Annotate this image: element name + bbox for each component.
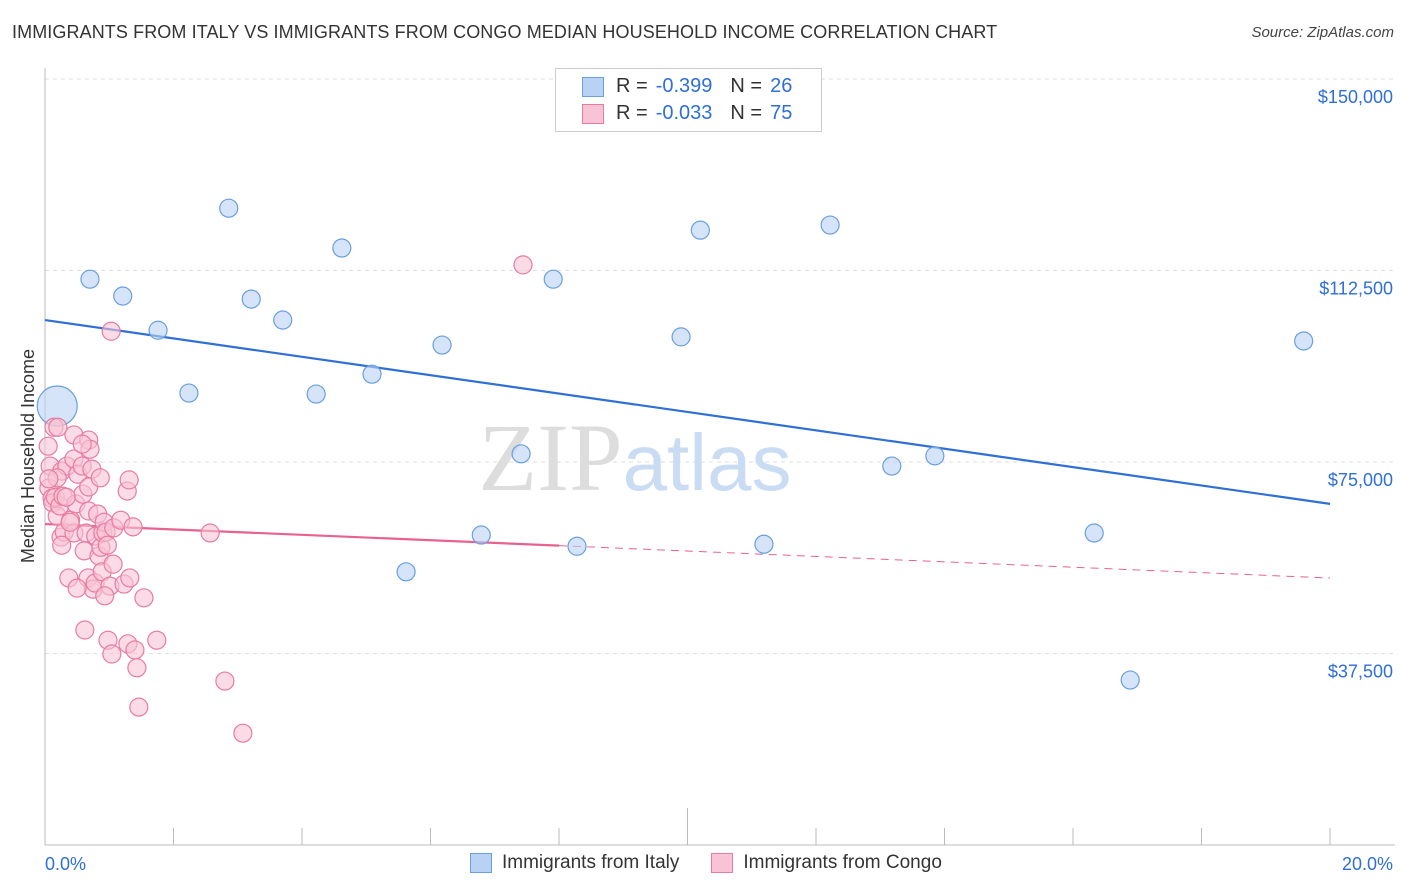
n-label: N = (730, 102, 763, 124)
italy-point (925, 446, 945, 466)
r-label: R = (616, 102, 648, 124)
congo-point (60, 512, 80, 532)
italy-swatch (582, 76, 604, 97)
correlation-legend: R = -0.399 N = 26 R = -0.033 N = 75 (555, 68, 822, 132)
congo-point (120, 568, 140, 588)
congo-point (125, 640, 145, 660)
r-value: -0.399 (655, 75, 713, 97)
italy-point (690, 220, 710, 240)
congo-trend-extension (558, 545, 1331, 579)
y-tick-label: $37,500 (1328, 662, 1393, 682)
n-value: 26 (770, 75, 793, 97)
italy-point (820, 215, 840, 235)
axes (44, 68, 1395, 846)
congo-point (127, 658, 147, 678)
congo-point (52, 535, 72, 555)
italy-point (1294, 331, 1314, 351)
series-legend: Immigrants from Italy Immigrants from Co… (470, 852, 942, 874)
congo-legend-label: Immigrants from Congo (743, 852, 942, 873)
italy-point (511, 444, 531, 464)
congo-point (39, 469, 59, 489)
italy-point (362, 364, 382, 384)
italy-point (754, 534, 774, 554)
congo-point (200, 523, 220, 543)
congo-point (67, 578, 87, 598)
y-tick-label: $112,500 (1319, 279, 1393, 299)
n-value: 75 (770, 102, 793, 124)
source-label: Source: ZipAtlas.com (1251, 24, 1394, 41)
x-tick-label: 0.0% (45, 854, 86, 874)
italy-point (1084, 523, 1104, 543)
italy-legend-label: Immigrants from Italy (502, 852, 680, 873)
congo-point (48, 417, 68, 437)
italy-point (543, 269, 563, 289)
congo-point (147, 630, 167, 650)
n-label: N = (730, 75, 763, 97)
italy-point (148, 320, 168, 340)
congo-point (38, 436, 58, 456)
congo-point (123, 517, 143, 537)
italy-point (567, 536, 587, 556)
italy-point (1120, 670, 1140, 690)
data-points (36, 198, 1314, 743)
italy-point (241, 289, 261, 309)
grid (45, 78, 1395, 654)
r-label: R = (616, 75, 648, 97)
italy-point (219, 198, 239, 218)
congo-point (102, 644, 122, 664)
congo-legend-swatch (711, 853, 734, 873)
italy-point (80, 269, 100, 289)
italy-trend-line (44, 318, 1331, 505)
italy-point (396, 562, 416, 582)
legend-row-italy: R = -0.399 N = 26 (582, 75, 792, 98)
congo-point (56, 487, 76, 507)
congo-point (75, 620, 95, 640)
italy-point (273, 310, 293, 330)
congo-point (101, 321, 121, 341)
congo-point (97, 535, 117, 555)
chart-title: IMMIGRANTS FROM ITALY VS IMMIGRANTS FROM… (12, 22, 998, 42)
congo-point (513, 255, 533, 275)
congo-point (215, 671, 235, 691)
congo-point (129, 697, 149, 717)
congo-point (119, 470, 139, 490)
italy-point (113, 286, 133, 306)
italy-point (432, 335, 452, 355)
italy-point (671, 327, 691, 347)
congo-point (134, 588, 154, 608)
congo-point (90, 468, 110, 488)
italy-point (306, 384, 326, 404)
y-axis-label: Median Household Income (18, 349, 38, 563)
italy-point (179, 383, 199, 403)
congo-point (233, 723, 253, 743)
italy-legend-swatch (470, 853, 492, 873)
watermark: ZIPatlas (479, 404, 792, 511)
congo-point (95, 586, 115, 606)
italy-point (882, 456, 902, 476)
y-tick-label: $75,000 (1328, 470, 1393, 490)
congo-point (72, 434, 92, 454)
tick-labels: $37,500 $75,000 $112,500 $150,000 0.0% 20.0% (45, 87, 1393, 874)
x-tick-label: 20.0% (1342, 854, 1393, 874)
r-value: -0.033 (655, 102, 713, 124)
italy-point (332, 238, 352, 258)
italy-point (471, 525, 491, 545)
y-tick-label: $150,000 (1318, 87, 1393, 107)
congo-point (103, 554, 123, 574)
legend-row-congo: R = -0.033 N = 75 (582, 102, 792, 125)
congo-swatch (582, 103, 604, 124)
